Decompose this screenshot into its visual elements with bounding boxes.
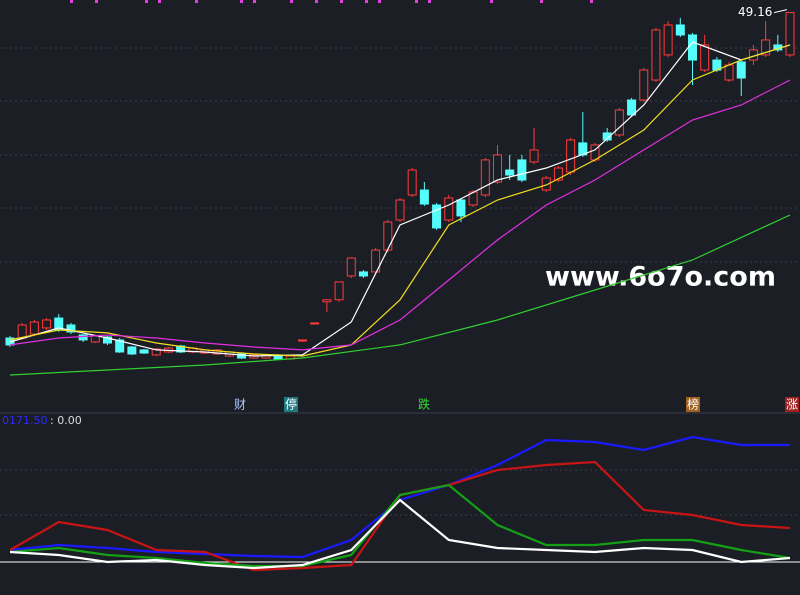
candle-body [358,271,368,277]
candle-body [663,24,673,56]
candle-body [639,69,649,101]
candle-body [493,154,502,183]
indicator-value: : 0.00 [50,414,82,427]
indicator-line [9,44,791,357]
candle-body [627,99,637,116]
marker: 停 [285,397,297,412]
candle-body [78,334,88,341]
candle-body [736,61,746,79]
high-label: 49.16 [738,5,772,19]
candle-body [139,349,149,354]
candle-body [90,335,100,343]
indicator-line [9,483,791,568]
indicator-name: 0171.50 [2,414,48,427]
candle-body [310,322,320,325]
candle-body [115,339,125,353]
candle-body [517,159,527,181]
watermark: www.6o7o.com [545,262,776,293]
candle-body [395,199,405,221]
marker-box [785,397,799,412]
candle-body [371,249,381,273]
candle-body [432,204,442,229]
candle-body [334,281,344,301]
marker-box [686,397,700,412]
candle-body [651,29,661,81]
candle-body [407,169,417,196]
candle-body [553,167,563,181]
candle-body [42,319,52,329]
marker: 榜 [687,397,699,412]
candle-body [322,299,332,303]
candle-body [212,349,222,355]
indicator-line [9,214,791,376]
candle-body [151,348,161,356]
candle-body [29,321,39,335]
candle-body [700,44,710,71]
candle-body [785,12,795,56]
high-arrow [773,9,788,14]
candle-body [724,64,734,81]
candle-body [480,159,490,196]
indicator-line [9,79,791,351]
candle-body [103,336,112,344]
candle-body [298,339,307,342]
candle-body [66,324,76,333]
candle-body [127,346,137,355]
candle-body [602,132,612,141]
marker: 涨 [786,397,798,412]
candle-body [505,169,515,176]
candle-body [529,149,539,163]
candle-body [17,324,27,339]
candle-body [675,24,685,36]
candle-body [383,221,393,251]
candle-body [456,199,466,217]
marker: 跌 [418,397,430,412]
candle-body [444,197,454,221]
candle-body [346,257,356,277]
candle-body [237,353,247,359]
candle-body [541,177,551,191]
candle-body [419,189,429,205]
candle-body [688,34,697,61]
marker-box [284,397,298,412]
candle-body [566,139,576,173]
indicator-line [9,41,791,357]
top-dots [70,0,593,3]
indicator-line [9,498,791,570]
candle-body [614,109,624,136]
signal-markers: 财 停 跌 榜 涨 [234,397,799,412]
marker: 财 [234,398,246,412]
candle-body [761,39,771,56]
